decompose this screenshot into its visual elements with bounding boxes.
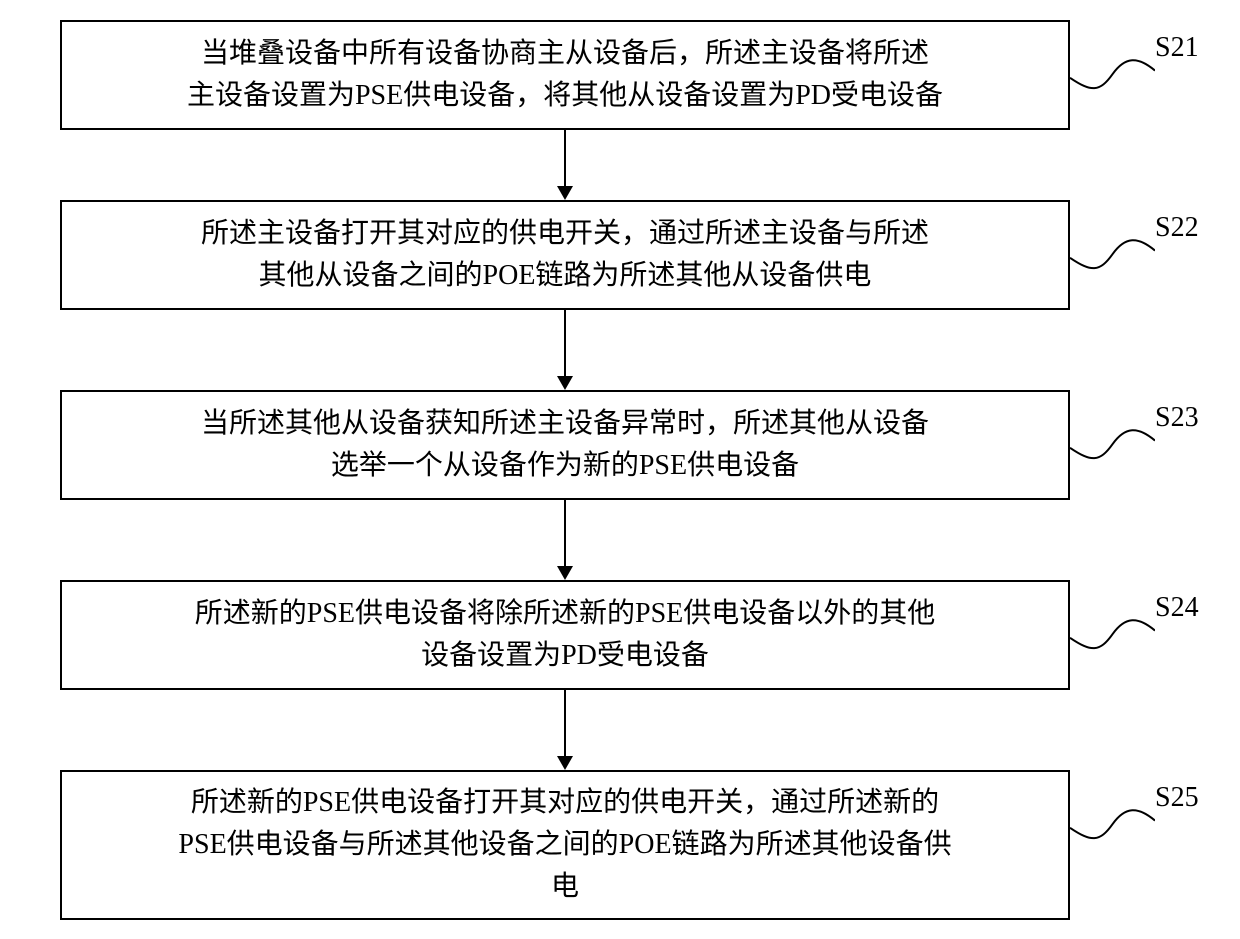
squiggle-connector bbox=[1070, 428, 1155, 464]
step-label-s22: S22 bbox=[1155, 212, 1199, 244]
arrow-connector bbox=[557, 310, 573, 390]
step-label-s25: S25 bbox=[1155, 782, 1199, 814]
step-label-s21: S21 bbox=[1155, 32, 1199, 64]
step-box-s22: 所述主设备打开其对应的供电开关，通过所述主设备与所述 其他从设备之间的POE链路… bbox=[60, 200, 1070, 310]
flowchart-canvas: 当堆叠设备中所有设备协商主从设备后，所述主设备将所述 主设备设置为PSE供电设备… bbox=[0, 0, 1240, 939]
step-label-s24: S24 bbox=[1155, 592, 1199, 624]
arrow-connector bbox=[557, 130, 573, 200]
step-box-s21: 当堆叠设备中所有设备协商主从设备后，所述主设备将所述 主设备设置为PSE供电设备… bbox=[60, 20, 1070, 130]
step-text: 当堆叠设备中所有设备协商主从设备后，所述主设备将所述 主设备设置为PSE供电设备… bbox=[187, 33, 943, 117]
arrow-connector bbox=[557, 500, 573, 580]
squiggle-connector bbox=[1070, 808, 1155, 844]
squiggle-connector bbox=[1070, 58, 1155, 94]
step-text: 所述新的PSE供电设备将除所述新的PSE供电设备以外的其他 设备设置为PD受电设… bbox=[195, 593, 936, 677]
step-box-s23: 当所述其他从设备获知所述主设备异常时，所述其他从设备 选举一个从设备作为新的PS… bbox=[60, 390, 1070, 500]
step-text: 所述主设备打开其对应的供电开关，通过所述主设备与所述 其他从设备之间的POE链路… bbox=[201, 213, 929, 297]
squiggle-connector bbox=[1070, 238, 1155, 274]
step-label-s23: S23 bbox=[1155, 402, 1199, 434]
step-box-s24: 所述新的PSE供电设备将除所述新的PSE供电设备以外的其他 设备设置为PD受电设… bbox=[60, 580, 1070, 690]
squiggle-connector bbox=[1070, 618, 1155, 654]
step-box-s25: 所述新的PSE供电设备打开其对应的供电开关，通过所述新的 PSE供电设备与所述其… bbox=[60, 770, 1070, 920]
arrow-connector bbox=[557, 690, 573, 770]
step-text: 当所述其他从设备获知所述主设备异常时，所述其他从设备 选举一个从设备作为新的PS… bbox=[201, 403, 929, 487]
step-text: 所述新的PSE供电设备打开其对应的供电开关，通过所述新的 PSE供电设备与所述其… bbox=[178, 782, 951, 908]
